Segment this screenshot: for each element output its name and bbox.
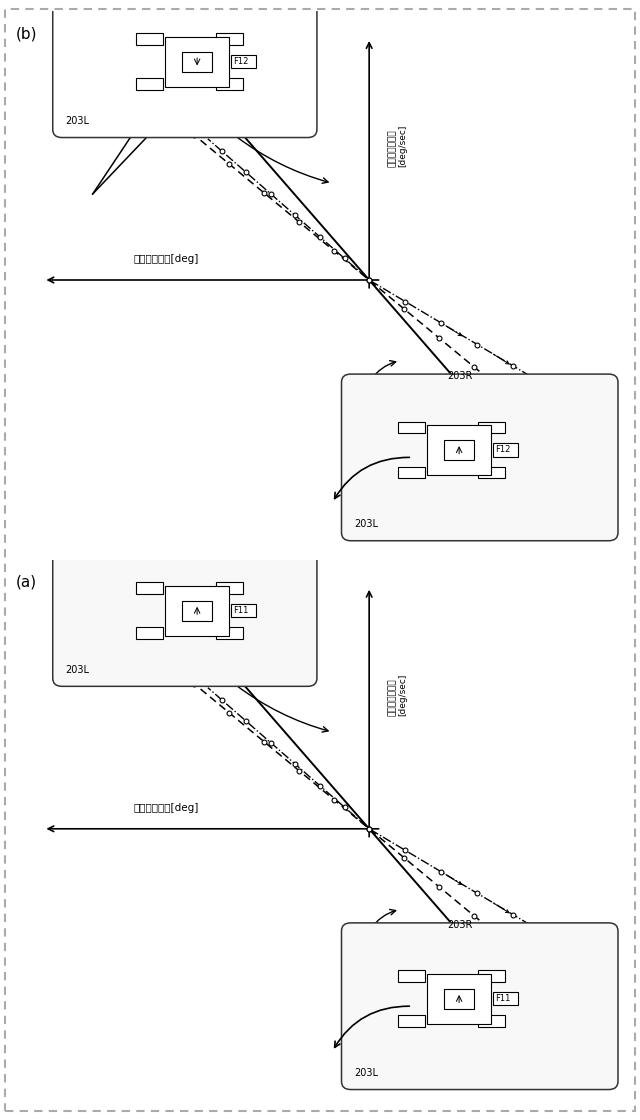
Bar — [478, 970, 505, 982]
Text: 203R: 203R — [447, 921, 473, 931]
Bar — [232, 55, 256, 68]
Bar — [164, 37, 230, 86]
Bar — [427, 424, 492, 475]
Bar — [216, 582, 243, 594]
Text: 目標転舵舛角[deg]: 目標転舵舛角[deg] — [134, 803, 199, 813]
Text: F12: F12 — [234, 57, 249, 66]
Bar — [136, 627, 163, 638]
Text: 203L: 203L — [354, 520, 378, 530]
Text: L61: L61 — [535, 416, 556, 438]
Bar — [398, 970, 425, 982]
Bar — [216, 34, 243, 45]
FancyBboxPatch shape — [52, 0, 317, 138]
Bar — [478, 467, 505, 478]
Text: L51: L51 — [535, 964, 556, 987]
Text: L62: L62 — [492, 416, 513, 438]
Bar — [493, 444, 518, 457]
Bar — [232, 604, 256, 617]
Text: 203L: 203L — [65, 665, 89, 675]
Text: (a): (a) — [16, 575, 37, 590]
Bar — [427, 973, 492, 1024]
Text: 目標ヨーレート
[deg/sec]: 目標ヨーレート [deg/sec] — [388, 124, 407, 167]
FancyBboxPatch shape — [342, 923, 618, 1090]
Bar — [444, 989, 474, 1009]
Text: 203L: 203L — [65, 116, 89, 127]
Text: L63: L63 — [436, 395, 458, 417]
Bar — [398, 467, 425, 478]
Bar — [136, 34, 163, 45]
Bar — [216, 78, 243, 90]
Text: F11: F11 — [495, 995, 511, 1004]
Bar — [182, 52, 212, 72]
Text: 目標ヨーレート
[deg/sec]: 目標ヨーレート [deg/sec] — [388, 673, 407, 716]
Bar — [164, 586, 230, 635]
Text: 203L: 203L — [354, 1068, 378, 1079]
Text: 203R: 203R — [197, 517, 223, 528]
FancyBboxPatch shape — [52, 520, 317, 687]
Bar — [478, 1016, 505, 1027]
Bar — [478, 421, 505, 433]
FancyBboxPatch shape — [342, 374, 618, 541]
Bar — [398, 1016, 425, 1027]
Bar — [493, 992, 518, 1006]
Text: L53: L53 — [436, 944, 458, 965]
Bar — [136, 582, 163, 594]
Bar — [136, 78, 163, 90]
Text: F11: F11 — [234, 606, 249, 615]
Bar — [398, 421, 425, 433]
Bar — [216, 627, 243, 638]
Text: (b): (b) — [16, 26, 37, 41]
Text: L52: L52 — [492, 964, 513, 987]
Bar — [444, 440, 474, 460]
Bar — [182, 600, 212, 620]
Text: F12: F12 — [495, 446, 511, 455]
Text: 203R: 203R — [447, 372, 473, 382]
Text: 目標転舵舛角[deg]: 目標転舵舛角[deg] — [134, 254, 199, 264]
